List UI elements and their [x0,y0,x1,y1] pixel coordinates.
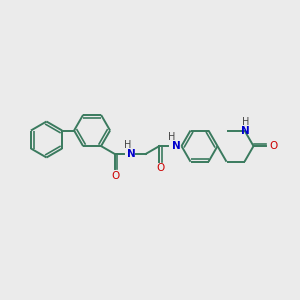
Text: N: N [172,141,181,151]
Text: H: H [242,117,249,127]
Text: O: O [156,163,165,173]
Text: H: H [168,132,175,142]
Text: O: O [270,141,278,151]
Text: N: N [241,125,250,136]
Text: H: H [124,140,131,150]
Text: N: N [127,149,136,159]
Text: O: O [112,171,120,181]
